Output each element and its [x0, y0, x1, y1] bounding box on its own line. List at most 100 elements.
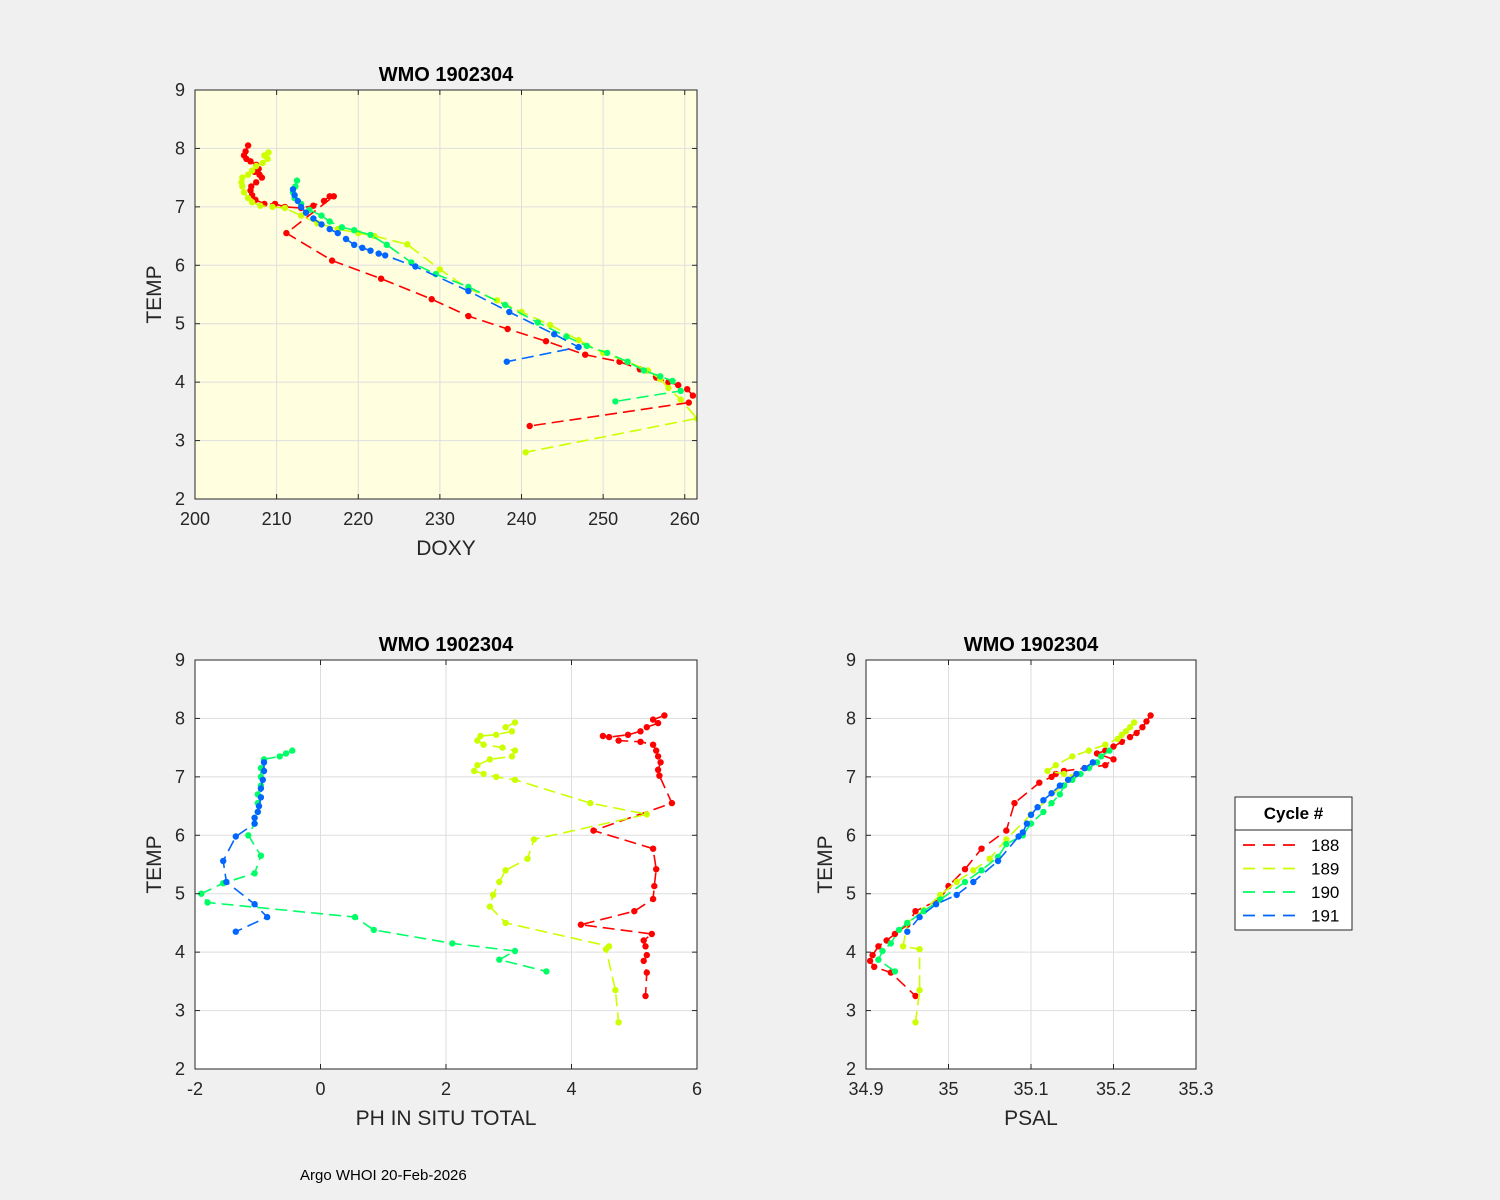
ph-point-188: [649, 716, 657, 723]
ph-point-190: [543, 968, 550, 975]
ph-point-191: [220, 857, 227, 865]
ph-point-190: [198, 890, 205, 897]
ph-point-190: [370, 926, 377, 934]
doxy-point-189: [297, 212, 305, 219]
psal-point-188: [1133, 729, 1140, 737]
doxy-point-190: [534, 319, 541, 326]
psal-point-188: [1139, 724, 1146, 731]
ph-ytick-label: 9: [175, 650, 185, 670]
ph-point-190: [289, 747, 296, 754]
ph-point-189: [477, 732, 484, 740]
ph-point-189: [530, 836, 538, 843]
doxy-point-188: [247, 158, 254, 165]
footer-text: Argo WHOI 20-Feb-2026: [300, 1167, 467, 1184]
ph-ytick-label: 4: [175, 942, 185, 962]
doxy-point-191: [375, 250, 382, 257]
ph-point-189: [496, 878, 503, 886]
doxy-point-189: [404, 241, 411, 248]
psal-point-190: [875, 956, 882, 963]
psal-ytick-label: 6: [846, 825, 856, 845]
psal-point-188: [1011, 799, 1018, 807]
ph-point-188: [649, 845, 657, 852]
psal-point-189: [1060, 770, 1068, 778]
ph-xlabel: PH IN SITU TOTAL: [356, 1107, 537, 1130]
psal-point-190: [1056, 791, 1064, 798]
ph-point-189: [511, 776, 519, 783]
psal-point-191: [1081, 764, 1088, 772]
psal-point-191: [1019, 829, 1026, 836]
doxy-xlabel: DOXY: [416, 537, 476, 560]
doxy-ytick-label: 7: [175, 197, 185, 217]
ph-point-189: [502, 724, 509, 731]
ph-point-188: [653, 747, 660, 754]
doxy-xtick-label: 230: [425, 509, 455, 529]
ph-point-189: [486, 756, 494, 763]
doxy-point-189: [244, 194, 252, 202]
ph-point-188: [651, 882, 658, 890]
doxy-point-188: [377, 275, 385, 282]
psal-point-188: [1126, 733, 1134, 741]
doxy-point-191: [359, 244, 366, 251]
doxy-point-191: [503, 358, 510, 365]
ph-point-189: [508, 728, 516, 735]
legend: Cycle # 188 189 190 191: [1234, 796, 1353, 931]
psal-ytick-label: 2: [846, 1059, 856, 1079]
psal-point-189: [953, 878, 960, 886]
ph-point-188: [654, 719, 662, 727]
psal-xtick-label: 35: [938, 1079, 958, 1099]
doxy-point-188: [428, 296, 435, 303]
doxy-point-191: [351, 241, 358, 248]
psal-ylabel: TEMP: [814, 835, 837, 893]
psal-point-190: [1106, 747, 1113, 754]
psal-point-189: [1069, 753, 1076, 760]
ph-point-188: [668, 799, 676, 807]
psal-point-189: [1044, 767, 1051, 775]
ph-point-189: [602, 946, 610, 953]
doxy-point-191: [382, 252, 389, 259]
ph-point-189: [615, 1019, 622, 1026]
ph-point-191: [251, 814, 258, 821]
doxy-axes-box: [194, 89, 698, 500]
ph-point-189: [474, 762, 481, 769]
ph-point-189: [480, 770, 487, 778]
ph-xtick-label: 2: [441, 1079, 451, 1099]
psal-point-188: [1143, 718, 1150, 725]
ph-point-188: [643, 951, 650, 959]
ph-point-189: [587, 799, 594, 807]
ph-point-188: [631, 908, 638, 915]
ph-point-191: [223, 878, 230, 886]
ph-point-188: [643, 969, 650, 976]
doxy-point-190: [293, 177, 301, 184]
psal-point-188: [871, 963, 878, 970]
ph-point-188: [590, 827, 597, 834]
ph-ytick-label: 2: [175, 1059, 185, 1079]
psal-point-189: [1118, 731, 1126, 738]
doxy-point-191: [551, 331, 558, 338]
psal-point-189: [986, 855, 993, 862]
doxy-point-189: [677, 396, 684, 403]
doxy-point-189: [436, 266, 444, 273]
psal-point-190: [1003, 840, 1010, 848]
ph-point-188: [605, 733, 613, 741]
ph-point-190: [251, 870, 258, 877]
doxy-point-191: [302, 209, 310, 216]
psal-point-190: [1040, 808, 1047, 816]
doxy-xtick-label: 220: [343, 509, 373, 529]
doxy-point-191: [326, 225, 333, 233]
psal-point-191: [1027, 811, 1035, 818]
psal-point-189: [899, 943, 907, 950]
ph-point-190: [351, 913, 359, 921]
psal-point-191: [1015, 833, 1022, 840]
psal-ytick-label: 7: [846, 767, 856, 787]
psal-point-188: [912, 908, 919, 915]
doxy-point-191: [297, 203, 305, 211]
ph-point-188: [653, 866, 660, 873]
doxy-point-190: [563, 333, 570, 340]
psal-ytick-label: 4: [846, 942, 856, 962]
ph-point-189: [511, 719, 519, 726]
doxy-ytick-label: 9: [175, 80, 185, 100]
ph-point-189: [502, 919, 509, 927]
psal-point-188: [891, 930, 899, 938]
psal-point-188: [1110, 743, 1117, 750]
doxy-point-191: [310, 215, 317, 222]
